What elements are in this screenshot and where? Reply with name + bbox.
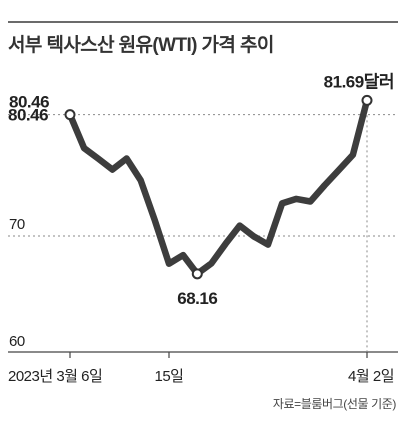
annotation-marker-0 xyxy=(64,109,76,121)
x-tick-label-2: 4월 2일 xyxy=(348,368,394,385)
y-tick-label-1: 70 xyxy=(9,216,25,233)
y-tick-label-2: 80.46 xyxy=(9,93,49,112)
title-rule xyxy=(8,21,398,23)
y-tick-label-0: 60 xyxy=(9,333,25,350)
source-note: 자료=블룸버그(선물 기준) xyxy=(272,397,397,411)
x-tick-label-0: 2023년 3월 6일 xyxy=(8,368,102,385)
series-line xyxy=(66,97,371,278)
annotation-label-0: 80.46 xyxy=(8,106,48,125)
annotation-marker-1 xyxy=(191,268,203,280)
x-tick-label-1: 15일 xyxy=(155,368,184,385)
annotation-label-1: 68.16 xyxy=(177,289,217,308)
annotation-marker-2 xyxy=(361,94,373,106)
chart-title: 서부 텍사스산 원유(WTI) 가격 추이 xyxy=(8,35,274,56)
annotation-label-2: 81.69달러 xyxy=(324,71,394,91)
